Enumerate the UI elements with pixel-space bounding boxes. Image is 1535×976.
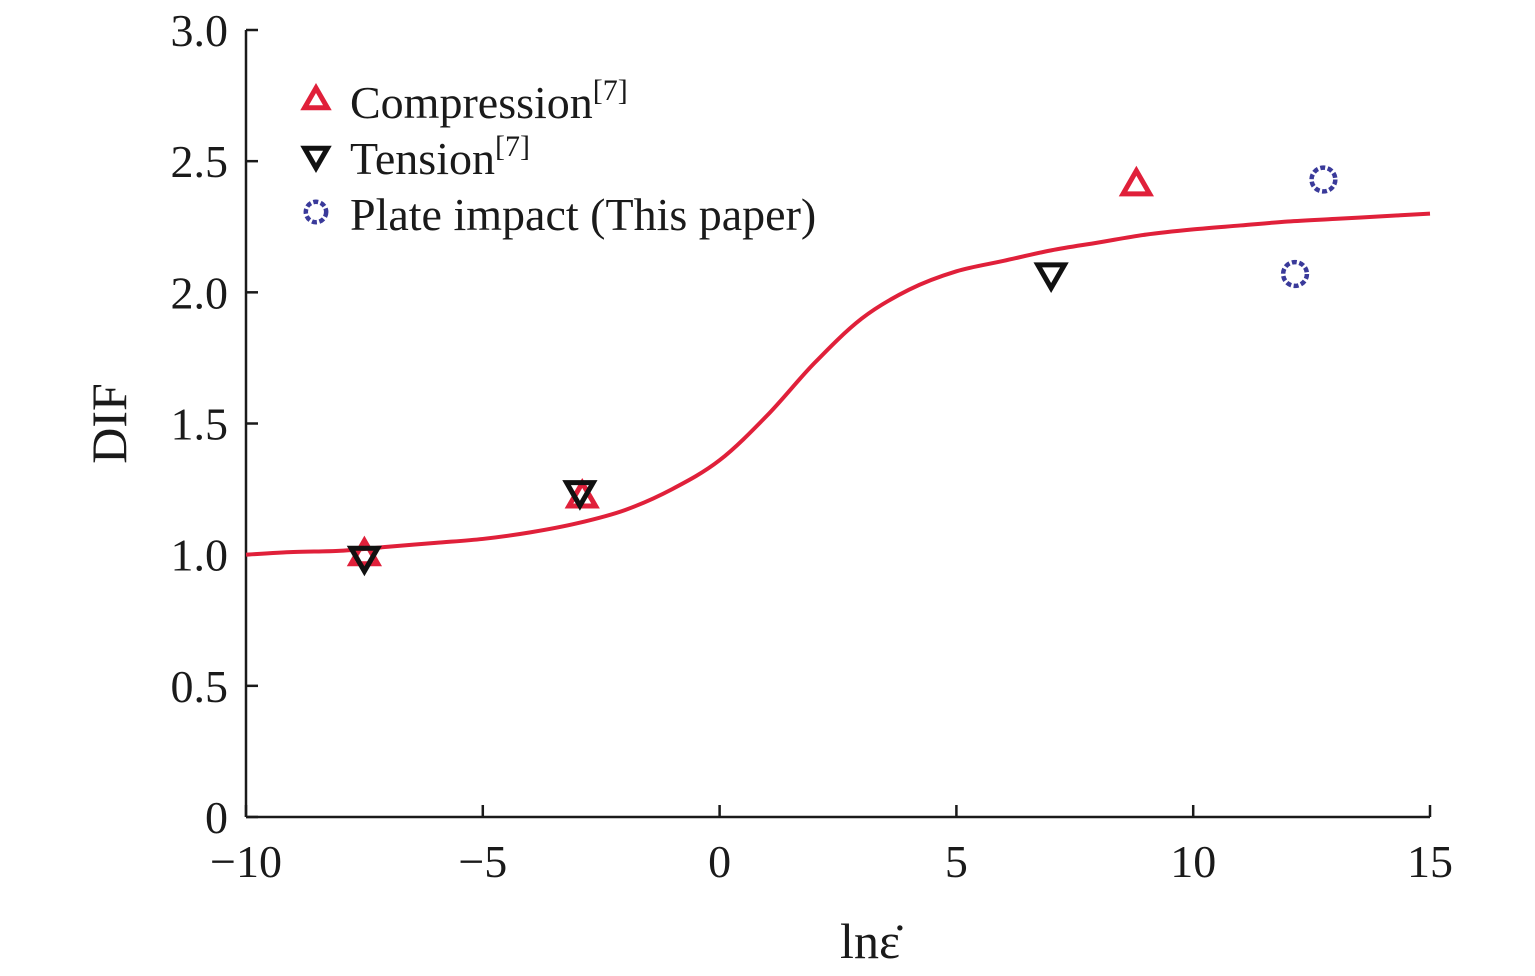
data-point xyxy=(562,480,598,511)
data-point xyxy=(346,535,383,567)
legend-label: Tension[7] xyxy=(350,130,530,184)
legend-label: Compression[7] xyxy=(350,74,628,128)
legend-marker xyxy=(300,145,332,174)
fit-curve-layer xyxy=(245,211,1431,557)
fit-curve xyxy=(245,211,1431,557)
legend-marker xyxy=(300,82,332,111)
legend-label-superscript: [7] xyxy=(495,130,530,163)
y-tick-label: 2.0 xyxy=(171,267,229,318)
x-tick-label: 15 xyxy=(1407,836,1453,887)
y-tick-label: 1.0 xyxy=(171,530,229,581)
ticks: −10 −5 0 5 10 15 0 0.5 1.0 1.5 2.0 2.5 3.0 xyxy=(171,5,1454,887)
data-point xyxy=(1280,259,1310,289)
y-axis-title: DIF xyxy=(81,383,137,464)
legend-marker xyxy=(303,199,329,225)
y-tick-label: 2.5 xyxy=(171,136,229,187)
legend-label-superscript: [7] xyxy=(593,74,628,107)
data-points-layer xyxy=(346,165,1338,577)
y-tick-label: 3.0 xyxy=(171,5,229,56)
y-tick-label: 0 xyxy=(205,792,228,843)
legend-label: Plate impact (This paper) xyxy=(350,189,816,240)
x-axis-title: lnε̇ xyxy=(840,913,903,969)
x-tick-label: −10 xyxy=(210,836,282,887)
y-tick-label: 0.5 xyxy=(171,661,229,712)
data-point xyxy=(1309,165,1338,194)
x-tick-label: 10 xyxy=(1170,836,1216,887)
data-point xyxy=(1033,262,1069,293)
data-point xyxy=(1118,165,1154,197)
x-tick-label: 0 xyxy=(708,836,731,887)
data-point xyxy=(346,545,383,577)
legend: Compression[7]Tension[7]Plate impact (Th… xyxy=(300,74,816,240)
y-tick-label: 1.5 xyxy=(171,399,229,450)
x-tick-label: 5 xyxy=(945,836,968,887)
x-tick-label: −5 xyxy=(458,836,507,887)
